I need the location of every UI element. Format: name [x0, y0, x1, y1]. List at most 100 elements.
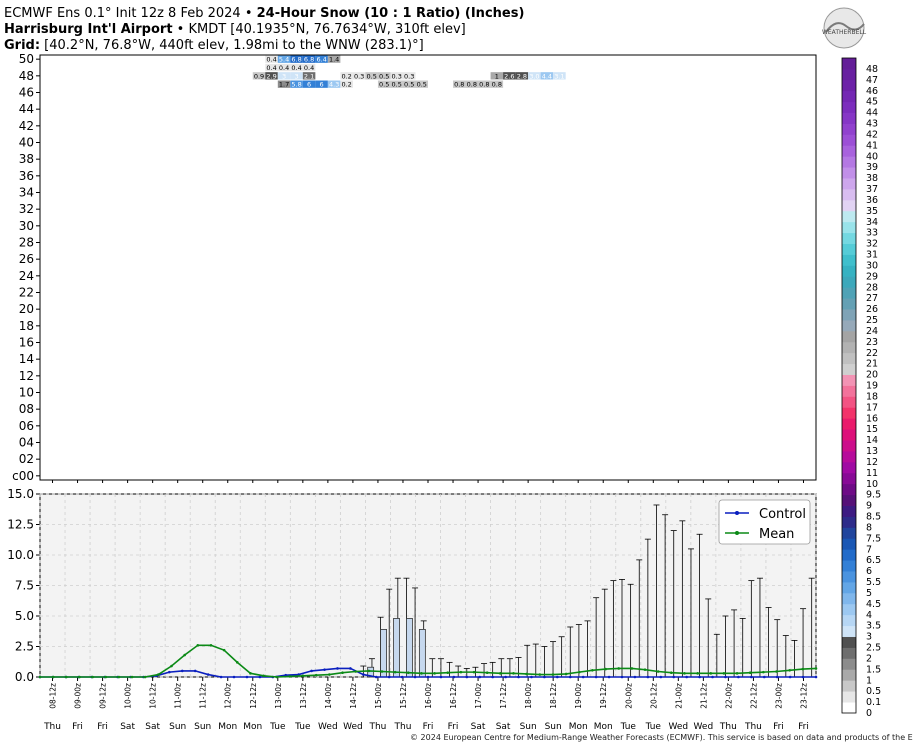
- heatmap-cell: [327, 55, 341, 63]
- heatmap-cell-label: 0.2: [341, 81, 351, 89]
- colorbar-swatch: [842, 145, 856, 157]
- heatmap-cell: [340, 80, 353, 88]
- x-tick-label: 21-00z: [674, 683, 683, 709]
- colorbar-tick-label: 5: [866, 588, 872, 599]
- day-label: Tue: [294, 722, 311, 732]
- series-point: [577, 670, 581, 674]
- series-point: [670, 671, 673, 675]
- day-label: Tue: [269, 722, 286, 732]
- heatmap-cell: [265, 63, 278, 72]
- series-point: [491, 675, 494, 679]
- colorbar-tick-label: 8: [866, 522, 872, 533]
- legend-swatch-marker: [735, 511, 739, 515]
- heatmap-cell: [453, 80, 466, 88]
- series-point: [157, 673, 160, 676]
- colorbar-swatch: [842, 112, 856, 124]
- heatmap-cell-label: 0.5: [417, 81, 427, 89]
- colorbar-swatch: [842, 516, 856, 528]
- copyright-footer: © 2024 European Centre for Medium-Range …: [410, 733, 913, 742]
- colorbar-tick-label: 35: [866, 206, 878, 217]
- colorbar-swatch: [842, 396, 856, 408]
- heatmap-cell-label: 0.8: [467, 81, 477, 89]
- y-tick-label: 20: [19, 302, 34, 316]
- day-label: Tue: [620, 722, 637, 732]
- colorbar-swatch: [842, 461, 856, 474]
- heatmap-cell-label: 2.1: [304, 72, 314, 80]
- colorbar-tick-label: 25: [866, 315, 878, 326]
- colorbar-swatch: [842, 614, 856, 627]
- heatmap-cell: [302, 55, 316, 63]
- series-point: [748, 671, 752, 675]
- colorbar-tick-label: 19: [866, 381, 878, 392]
- series-point: [275, 675, 279, 679]
- heatmap-cell: [390, 72, 403, 80]
- series-point: [180, 669, 184, 673]
- day-label: Mon: [594, 722, 613, 732]
- series-point: [380, 670, 384, 673]
- heatmap-cell: [465, 80, 479, 88]
- day-label: Thu: [394, 722, 412, 732]
- y-tick-label: 10.0: [7, 548, 34, 562]
- heatmap-cell-label: 4.4: [542, 72, 552, 80]
- colorbar-swatch: [842, 363, 856, 375]
- colorbar-tick-label: 9: [866, 501, 872, 512]
- colorbar-swatch: [842, 298, 856, 310]
- colorbar-swatch: [842, 418, 856, 430]
- colorbar-tick-label: 47: [866, 75, 878, 86]
- colorbar-tick-label: 27: [866, 293, 878, 304]
- series-point: [104, 675, 108, 679]
- series-point: [512, 672, 515, 675]
- heatmap-cell-label: 0.4: [266, 64, 276, 72]
- series-point: [581, 675, 585, 679]
- series-point: [406, 671, 410, 675]
- series-point: [393, 670, 397, 674]
- colorbar-swatch: [842, 647, 856, 659]
- day-label: Wed: [694, 722, 714, 732]
- series-point: [336, 667, 339, 670]
- colorbar-swatch: [842, 625, 856, 637]
- colorbar-swatch: [842, 680, 856, 692]
- y-tick-label: 30: [19, 219, 34, 233]
- box: [406, 618, 413, 678]
- heatmap-cell-label: 0.4: [266, 56, 276, 64]
- legend-label: Control: [759, 507, 806, 522]
- heatmap-cell-label: 6.4: [316, 56, 326, 64]
- y-tick-label: 38: [19, 152, 34, 166]
- legend-label: Mean: [759, 527, 794, 542]
- heatmap-cell: [402, 80, 416, 88]
- series-point: [478, 675, 482, 679]
- series-point: [374, 675, 378, 679]
- series-point: [814, 675, 818, 679]
- heatmap-cell: [478, 80, 491, 88]
- heatmap-cell: [315, 80, 328, 88]
- x-tick-label: 18-12z: [549, 683, 558, 709]
- y-tick-label: c00: [12, 469, 34, 483]
- x-tick-label: 17-00z: [474, 683, 483, 709]
- colorbar-swatch: [842, 669, 856, 681]
- y-tick-label: 16: [19, 336, 34, 350]
- colorbar-swatch: [842, 79, 856, 92]
- series-point: [413, 675, 417, 679]
- colorbar-swatch: [842, 167, 856, 179]
- series-point: [65, 675, 68, 679]
- colorbar-tick-label: 16: [866, 413, 878, 424]
- series-point: [564, 672, 568, 676]
- colorbar-tick-label: 2.5: [866, 643, 881, 654]
- day-label: Thu: [368, 722, 386, 732]
- series-point: [568, 675, 572, 679]
- day-label: Mon: [218, 722, 237, 732]
- colorbar-tick-label: 12: [866, 457, 878, 468]
- day-label: Fri: [97, 722, 108, 732]
- series-point: [801, 675, 805, 679]
- series-point: [735, 672, 739, 675]
- heatmap-cell-label: 0.5: [392, 81, 402, 89]
- colorbar-tick-label: 46: [866, 86, 878, 97]
- colorbar-tick-label: 38: [866, 173, 878, 184]
- series-point: [387, 675, 391, 679]
- y-tick-label: 5.0: [15, 609, 34, 623]
- colorbar-swatch: [842, 134, 856, 146]
- series-point: [117, 675, 121, 679]
- y-tick-label: 08: [19, 402, 34, 416]
- y-tick-label: 0.0: [15, 670, 34, 684]
- series-point: [685, 675, 688, 679]
